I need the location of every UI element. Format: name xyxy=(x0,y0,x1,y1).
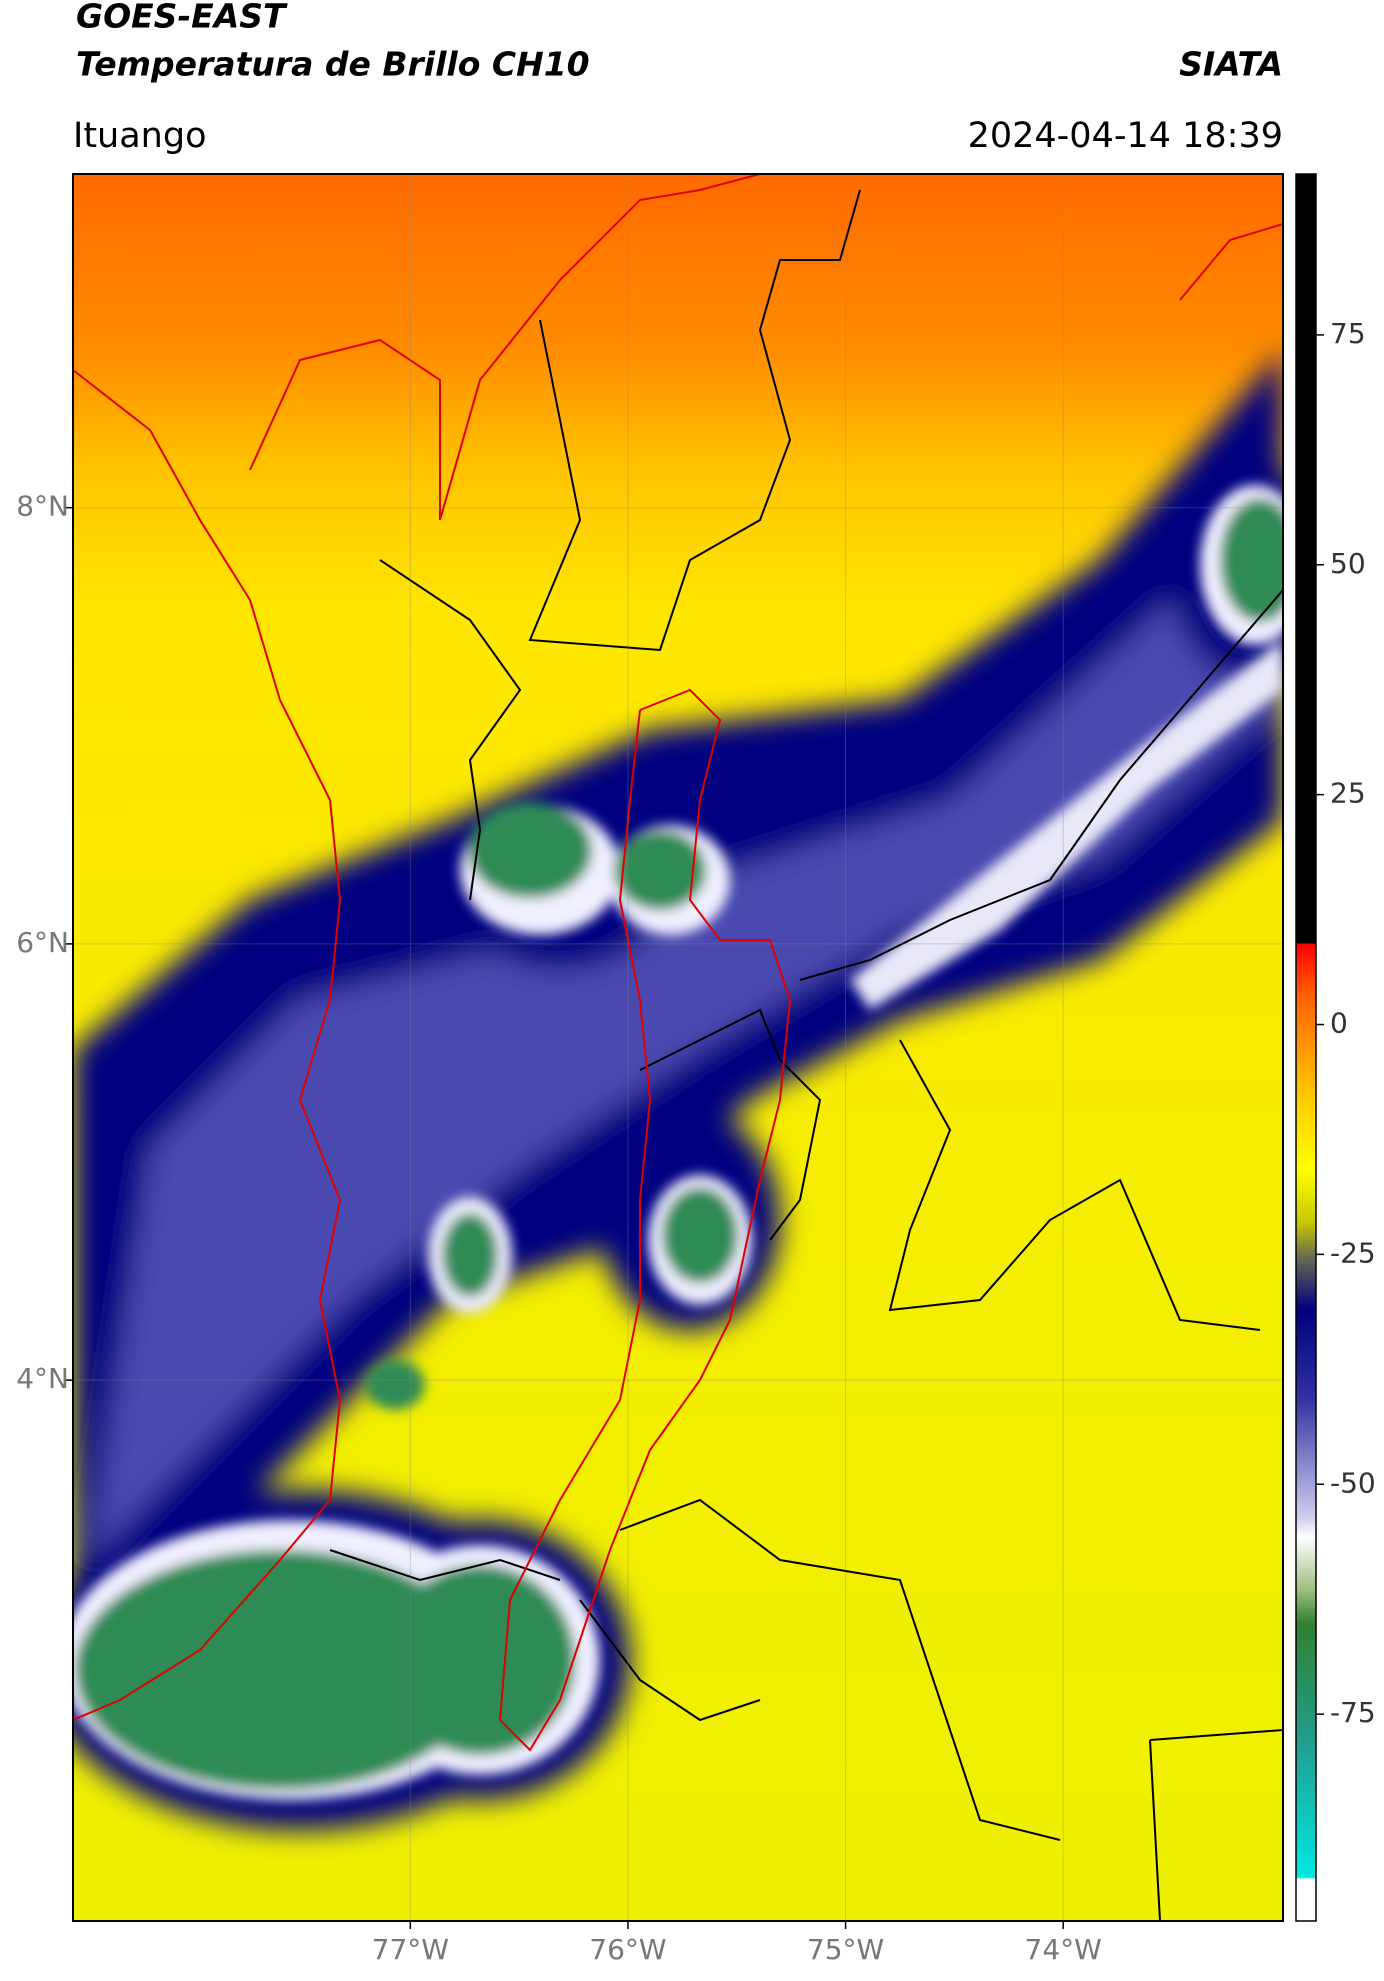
colorbar-tick-label: 75 xyxy=(1330,317,1366,350)
colorbar-tick-label: -50 xyxy=(1330,1466,1376,1499)
location: Ituango xyxy=(73,116,207,156)
grid xyxy=(73,174,1283,1921)
x-tick-label: 75°W xyxy=(807,1933,884,1966)
map-frame xyxy=(72,173,1284,1922)
map-image xyxy=(73,174,1283,1921)
colorbar-tick-label: 50 xyxy=(1330,547,1366,580)
colorbar xyxy=(1295,173,1317,1922)
colorbar-tick-label: 0 xyxy=(1330,1007,1348,1040)
y-tick-label: 4°N xyxy=(16,1362,69,1395)
colorbar-tick-label: 25 xyxy=(1330,777,1366,810)
y-tick-label: 6°N xyxy=(16,926,69,959)
source: SIATA xyxy=(1179,45,1283,84)
colorbar-tick-label: -75 xyxy=(1330,1696,1376,1729)
subtitle: Temperatura de Brillo CH10 xyxy=(76,45,590,84)
y-tick-label: 8°N xyxy=(16,490,69,523)
x-tick-label: 77°W xyxy=(372,1933,449,1966)
title: GOES-EAST xyxy=(76,0,288,36)
datetime: 2024-04-14 18:39 xyxy=(968,116,1283,156)
colorbar-tick-label: -25 xyxy=(1330,1236,1376,1269)
x-tick-label: 74°W xyxy=(1025,1933,1102,1966)
x-tick-label: 76°W xyxy=(589,1933,666,1966)
